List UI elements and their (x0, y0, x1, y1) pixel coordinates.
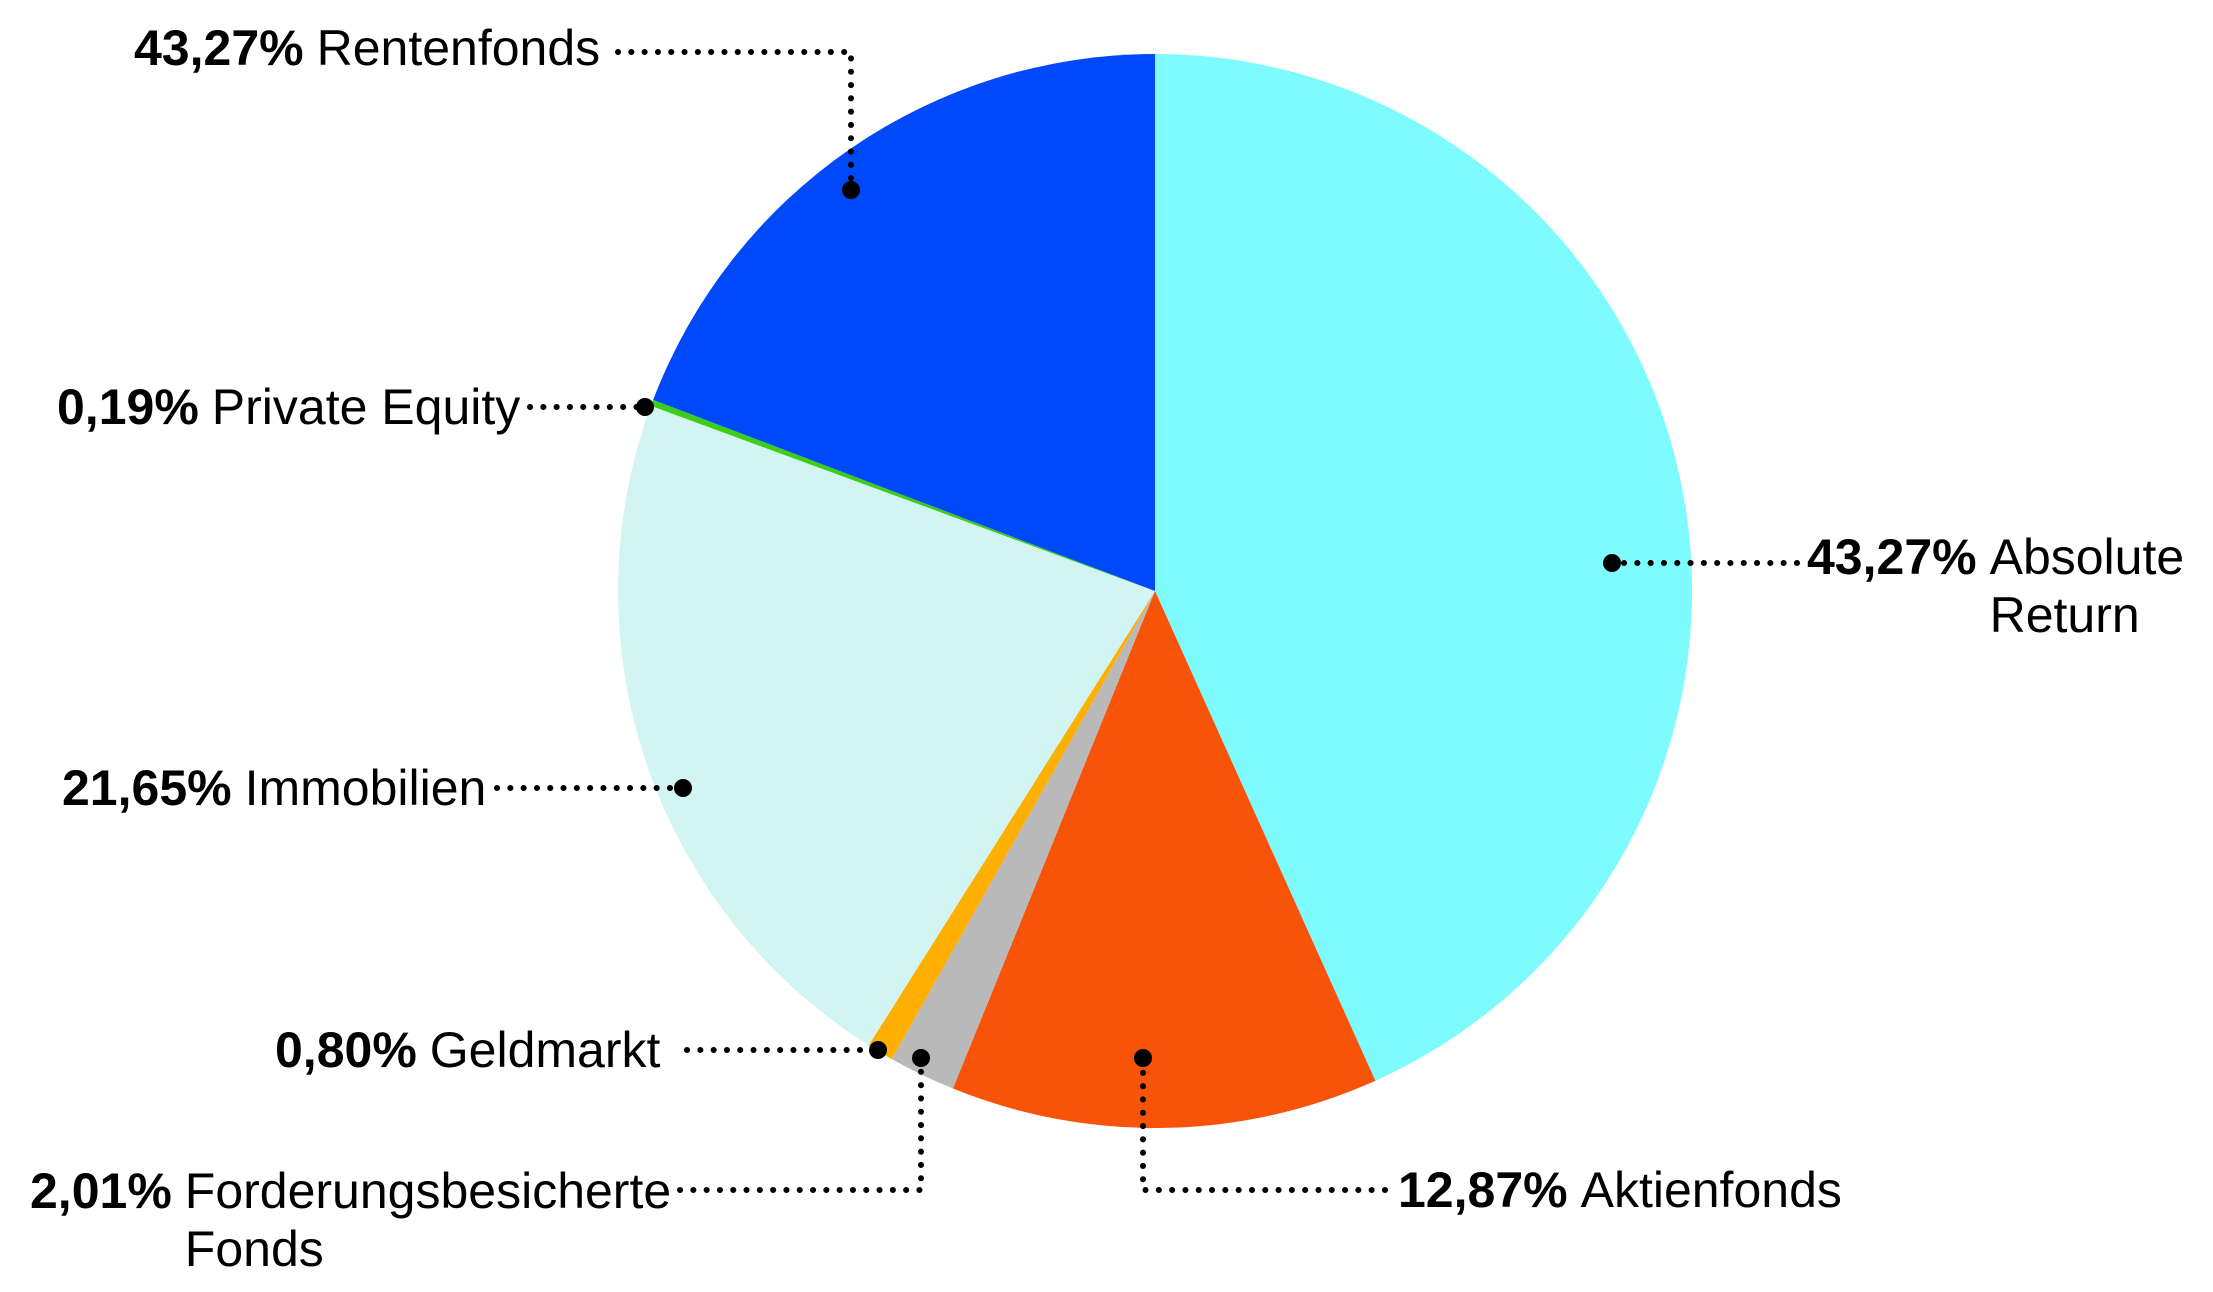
marker-dot-rentenfonds (842, 181, 860, 199)
marker-dot-private-equity (636, 398, 654, 416)
marker-dot-forderungsbesicherte-fonds (912, 1049, 930, 1067)
marker-dot-absolute-return (1603, 554, 1621, 572)
label-rentenfonds: 43,27% Rentenfonds (134, 19, 600, 77)
label-forderungsbesicherte-fonds-percent: 2,01% (30, 1163, 172, 1219)
marker-dots (636, 181, 1621, 1067)
leader-line-aktienfonds (1140, 1060, 1388, 1193)
label-absolute-return: 43,27% Absolute Return (1807, 528, 2188, 644)
label-absolute-return-name: Absolute Return (1989, 529, 2185, 643)
label-geldmarkt: 0,80% Geldmarkt (275, 1021, 660, 1079)
label-rentenfonds-name: Rentenfonds (316, 20, 601, 76)
marker-dot-geldmarkt (869, 1041, 887, 1059)
pie-slice-absolute-return (1155, 54, 1692, 1081)
pie-slices (618, 53, 1692, 1128)
leader-line-rentenfonds (615, 49, 854, 189)
label-private-equity-name: Private Equity (211, 379, 521, 435)
label-aktienfonds-percent: 12,87% (1398, 1162, 1568, 1218)
marker-dot-immobilien (674, 779, 692, 797)
label-forderungsbesicherte-fonds-name: Forderungsbesicherte Fonds (184, 1163, 672, 1277)
label-private-equity: 0,19% Private Equity (57, 378, 520, 436)
label-immobilien: 21,65% Immobilien (62, 759, 486, 817)
marker-dot-aktienfonds (1134, 1049, 1152, 1067)
leader-line-forderungsbesicherte-fonds (677, 1060, 924, 1193)
label-immobilien-percent: 21,65% (62, 760, 232, 816)
label-private-equity-percent: 0,19% (57, 379, 199, 435)
label-geldmarkt-percent: 0,80% (275, 1022, 417, 1078)
pie-slice-immobilien (618, 405, 1155, 1046)
pie-slice-private-equity (650, 399, 1155, 591)
leader-lines (494, 49, 1800, 1193)
pie-slice-aktienfonds (952, 591, 1376, 1128)
label-aktienfonds-name: Aktienfonds (1580, 1162, 1842, 1218)
label-rentenfonds-percent: 43,27% (134, 20, 304, 76)
pie-slice-geldmarkt (868, 591, 1155, 1060)
label-immobilien-name: Immobilien (244, 760, 487, 816)
pie-slice-rentenfonds (653, 53, 1155, 591)
label-geldmarkt-name: Geldmarkt (429, 1022, 661, 1078)
pie-slice-forderungsbesicherte-fonds (891, 591, 1155, 1089)
label-forderungsbesicherte-fonds: 2,01% Forderungsbesicherte Fonds (30, 1162, 677, 1278)
label-aktienfonds: 12,87% Aktienfonds (1398, 1161, 1842, 1219)
label-absolute-return-percent: 43,27% (1807, 529, 1977, 585)
